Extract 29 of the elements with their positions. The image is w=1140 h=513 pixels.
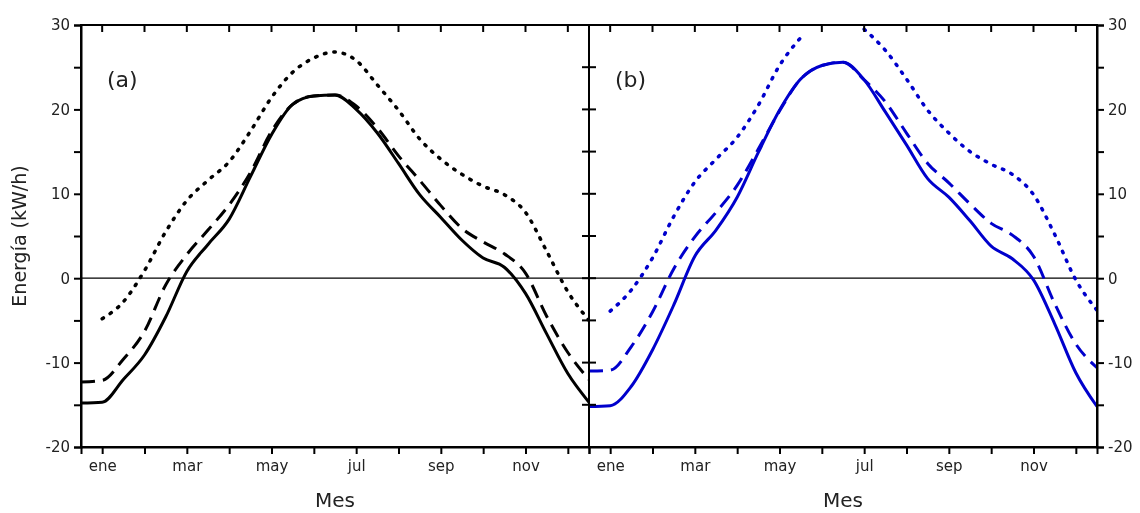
x-tick-label: mar — [680, 456, 712, 475]
y-tick-label: 10 — [50, 185, 70, 204]
y-tick-label: -20 — [45, 438, 70, 457]
x-tick-label: sep — [428, 456, 455, 475]
x-tick-label: may — [763, 456, 797, 475]
y-tick-label: -10 — [45, 353, 70, 372]
x-axis-title: Mes — [823, 488, 863, 512]
x-tick-label: jul — [854, 456, 874, 475]
y-tick-label: 20 — [1108, 100, 1128, 119]
x-tick-label: nov — [512, 456, 540, 475]
x-tick-label: may — [255, 456, 289, 475]
y-tick-label: -10 — [1108, 353, 1133, 372]
y-tick-label: 10 — [1108, 185, 1128, 204]
y-tick-label: -20 — [1108, 438, 1133, 457]
y-tick-label: 0 — [60, 269, 70, 288]
x-tick-label: mar — [172, 456, 204, 475]
x-tick-label: sep — [936, 456, 963, 475]
y-tick-label: 30 — [50, 16, 70, 35]
y-axis-title: Energía (kW/h) — [8, 165, 30, 307]
annotation: (a) — [107, 67, 138, 92]
x-axis-title: Mes — [315, 488, 355, 512]
y-tick-label: 20 — [50, 100, 70, 119]
y-tick-label: 0 — [1108, 269, 1118, 288]
x-tick-label: ene — [596, 456, 625, 475]
x-tick-label: nov — [1020, 456, 1048, 475]
y-tick-label: 30 — [1108, 16, 1128, 35]
annotation: (b) — [615, 67, 647, 92]
x-tick-label: ene — [88, 456, 117, 475]
x-tick-label: jul — [346, 456, 366, 475]
